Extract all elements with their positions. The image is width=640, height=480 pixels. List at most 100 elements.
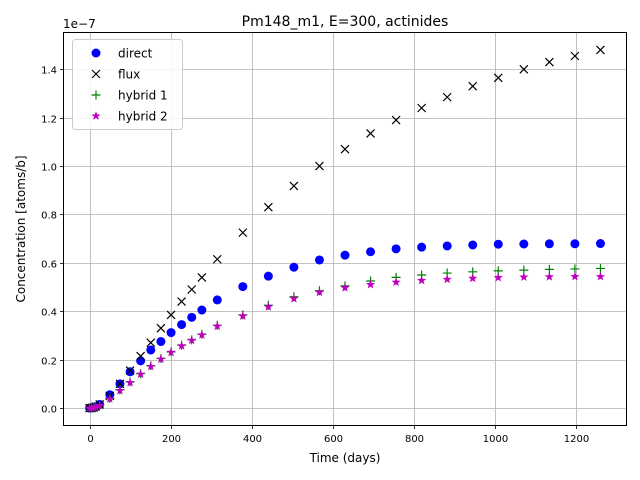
legend-label: flux [118, 68, 140, 82]
data-point [417, 242, 427, 252]
x-tick-label: 1000 [483, 434, 508, 445]
y-tick-label: 0.2 [41, 357, 57, 368]
data-point [136, 356, 146, 366]
data-point [340, 283, 350, 292]
data-point [340, 144, 350, 154]
y-tick-label: 0.0 [41, 405, 57, 416]
series-flux [85, 45, 605, 413]
y-tick-label: 0.4 [41, 308, 57, 319]
data-point [263, 302, 273, 311]
data-point [136, 351, 146, 361]
data-point [166, 310, 176, 320]
data-point [314, 255, 324, 265]
x-tick-label: 200 [162, 434, 181, 445]
data-point [177, 297, 187, 307]
legend-marker [91, 111, 101, 120]
data-point [544, 57, 554, 67]
data-point [212, 295, 222, 305]
data-point [519, 272, 529, 282]
data-point [212, 254, 222, 264]
legend-label: hybrid 2 [118, 110, 168, 124]
data-point [156, 354, 166, 364]
data-point [91, 402, 101, 411]
data-point [493, 73, 503, 83]
data-point [468, 273, 478, 283]
series-layer [84, 45, 606, 413]
data-point [125, 377, 135, 387]
data-point [442, 92, 452, 102]
legend: direct flux hybrid 1 hybrid 2 [72, 39, 183, 130]
data-point [289, 293, 299, 303]
y-tick-label: 1.4 [41, 66, 57, 77]
legend-label: direct [118, 47, 153, 61]
data-point [519, 64, 529, 74]
plot-frame [63, 32, 627, 426]
data-point [366, 128, 375, 138]
x-tick-label: 400 [243, 434, 262, 445]
data-point [442, 274, 452, 284]
legend-marker [91, 48, 101, 58]
data-point [156, 323, 166, 333]
data-point [166, 328, 176, 338]
data-point [365, 279, 376, 289]
data-point [417, 275, 427, 285]
data-point [187, 312, 197, 322]
data-point [340, 250, 350, 260]
y-tick-label: 1.2 [41, 115, 57, 126]
data-point [468, 240, 478, 250]
y-axis: 0.0 0.2 0.4 0.6 0.8 1.0 1.2 1.4 [41, 66, 64, 416]
data-point [238, 311, 248, 320]
data-point [238, 282, 248, 292]
data-point [146, 338, 156, 348]
y-tick-label: 0.8 [41, 211, 57, 222]
data-point [115, 379, 125, 389]
data-point [197, 272, 207, 282]
data-point [146, 345, 156, 355]
data-point [442, 241, 452, 251]
legend-marker [91, 69, 101, 79]
data-point [105, 394, 115, 403]
data-point [177, 320, 187, 330]
legend-box [72, 39, 183, 130]
data-point [544, 239, 554, 249]
data-point [595, 271, 606, 281]
data-point [177, 341, 187, 350]
chart-title: Pm148_m1, E=300, actinides [242, 14, 449, 30]
data-point [146, 361, 156, 371]
x-tick-label: 0 [87, 434, 93, 445]
data-point [314, 287, 325, 297]
data-point [493, 272, 503, 282]
data-point [187, 285, 197, 294]
x-tick-label: 1200 [564, 434, 589, 445]
data-point [289, 262, 299, 272]
data-point [366, 247, 376, 257]
data-point [212, 321, 222, 331]
data-point [570, 271, 580, 281]
y-axis-offset-label: 1e−7 [63, 17, 96, 31]
data-point [595, 263, 605, 273]
data-point [115, 385, 125, 395]
legend-label: hybrid 1 [118, 89, 168, 103]
data-point [391, 115, 401, 125]
x-axis-label: Time (days) [309, 451, 381, 465]
data-point [156, 337, 166, 347]
data-point [315, 161, 324, 171]
y-tick-label: 0.6 [41, 260, 57, 271]
x-tick-label: 600 [324, 434, 343, 445]
y-axis-label: Concentration [atoms/b] [14, 155, 28, 302]
data-point [519, 239, 529, 249]
data-point [263, 271, 273, 281]
data-point [166, 347, 176, 357]
series-hybrid-2 [84, 271, 606, 412]
legend-item: hybrid 1 [91, 89, 168, 103]
legend-marker [91, 90, 101, 100]
data-point [493, 239, 503, 249]
data-point [136, 369, 146, 379]
data-point [417, 103, 427, 113]
data-point [125, 367, 135, 377]
data-point [197, 305, 207, 315]
legend-item: hybrid 2 [91, 110, 168, 124]
legend-item: direct [91, 47, 153, 61]
data-point [95, 400, 105, 410]
